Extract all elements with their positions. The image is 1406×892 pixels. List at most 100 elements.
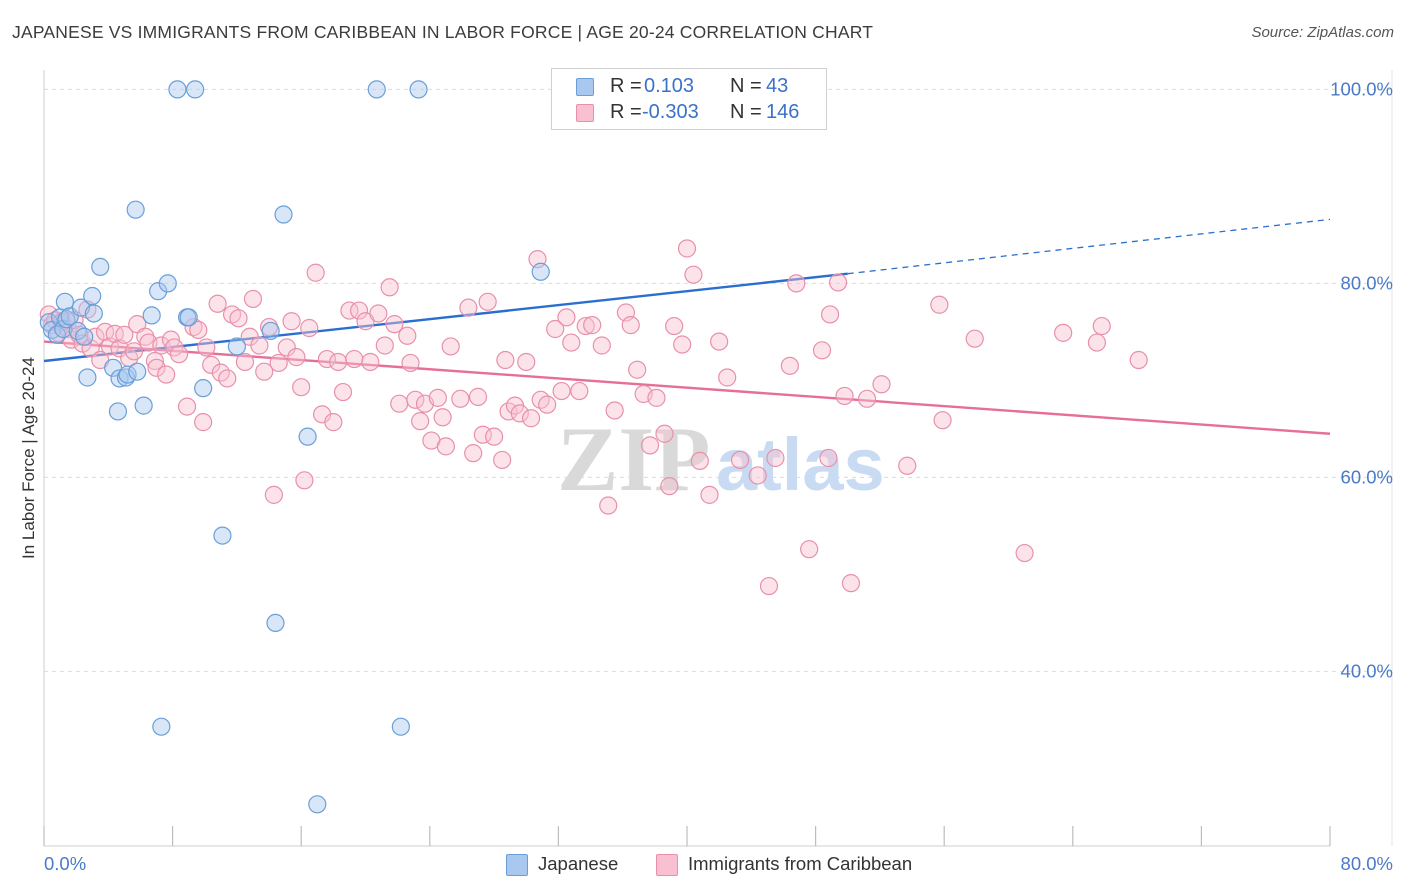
point-caribbean [255, 362, 274, 381]
point-caribbean [496, 350, 515, 370]
point-japanese [367, 80, 386, 99]
point-caribbean [557, 308, 576, 327]
point-japanese [142, 306, 161, 325]
point-caribbean [202, 355, 221, 374]
x-tick-label: 0.0% [44, 853, 86, 874]
point-japanese [108, 402, 128, 421]
axes [43, 70, 1331, 847]
point-caribbean [243, 289, 263, 309]
point-caribbean [385, 315, 404, 334]
point-caribbean [898, 456, 917, 475]
point-caribbean [390, 394, 409, 413]
point-caribbean [345, 349, 364, 369]
watermark: ZIP atlas [557, 408, 885, 510]
point-caribbean [375, 336, 394, 355]
watermark-atlas: atlas [716, 423, 885, 506]
legend-swatch-caribbean [656, 854, 678, 876]
point-caribbean [184, 317, 203, 337]
point-caribbean [459, 298, 478, 317]
point-caribbean [269, 353, 288, 373]
point-caribbean [398, 326, 417, 345]
point-caribbean [136, 327, 155, 346]
point-caribbean [1054, 323, 1073, 342]
point-caribbean [766, 448, 785, 468]
point-caribbean [81, 339, 100, 358]
point-caribbean [748, 466, 767, 485]
point-caribbean [546, 319, 565, 339]
point-caribbean [145, 351, 165, 371]
point-caribbean [177, 397, 197, 416]
point-caribbean [800, 540, 819, 559]
point-caribbean [250, 336, 269, 355]
y-tick-label: 80.0% [1341, 272, 1393, 293]
point-caribbean [1015, 543, 1034, 563]
point-caribbean [329, 352, 348, 372]
point-caribbean [401, 353, 420, 373]
point-japanese [308, 795, 327, 814]
point-caribbean [599, 496, 618, 515]
point-caribbean [306, 263, 325, 282]
point-caribbean [521, 409, 541, 428]
point-caribbean [583, 316, 602, 335]
y-axis-label: In Labor Force | Age 20-24 [19, 357, 38, 559]
point-japanese [274, 205, 293, 224]
point-caribbean [295, 471, 314, 490]
stats-n-value: 43 [766, 75, 789, 97]
point-caribbean [538, 395, 557, 414]
stats-r-label: R = [610, 75, 642, 97]
point-caribbean [197, 338, 216, 357]
stats-r-label: R = [610, 101, 642, 123]
point-japanese [149, 282, 168, 301]
point-caribbean [829, 273, 848, 292]
point-caribbean [965, 329, 984, 348]
point-caribbean [730, 450, 750, 470]
point-caribbean [1087, 333, 1107, 352]
point-caribbean [189, 320, 208, 340]
point-caribbean [872, 375, 891, 394]
point-japanese [57, 310, 76, 329]
point-japanese [158, 274, 177, 293]
point-japanese [186, 80, 205, 99]
point-caribbean [468, 387, 488, 406]
point-caribbean [517, 352, 536, 372]
point-caribbean [780, 356, 799, 375]
point-japanese [134, 396, 153, 415]
point-caribbean [562, 333, 581, 352]
point-japanese [126, 200, 145, 219]
point-caribbean [229, 309, 248, 328]
point-caribbean [105, 324, 124, 343]
point-japanese [531, 262, 550, 281]
stats-r-value: 0.103 [644, 75, 695, 97]
stats-box: R = 0.103 N = 43 R = -0.303 N = 146 [551, 68, 827, 130]
point-caribbean [157, 365, 176, 384]
trend-line-caribbean [43, 340, 1331, 435]
stats-n-label: N = [730, 101, 762, 123]
point-japanese [194, 379, 213, 398]
point-caribbean [340, 301, 359, 320]
point-caribbean [473, 425, 492, 444]
point-japanese [409, 80, 428, 99]
point-caribbean [208, 294, 227, 313]
point-caribbean [287, 348, 306, 367]
point-caribbean [380, 278, 399, 297]
point-caribbean [677, 239, 697, 258]
point-caribbean [194, 413, 213, 432]
stats-row-japanese: R = 0.103 N = 43 [552, 75, 826, 101]
point-caribbean [640, 436, 660, 455]
y-tick-label: 60.0% [1341, 466, 1393, 487]
point-caribbean [1092, 316, 1111, 336]
point-japanese [261, 321, 280, 341]
point-caribbean [673, 335, 692, 354]
point-japanese [168, 80, 187, 99]
point-caribbean [841, 574, 861, 593]
stats-n-value: 146 [766, 101, 800, 123]
point-caribbean [759, 576, 779, 596]
point-japanese [55, 292, 74, 311]
point-japanese [78, 368, 97, 387]
point-caribbean [317, 349, 337, 369]
trend-line-japanese-extension [847, 218, 1331, 275]
stats-swatch-caribbean [576, 104, 594, 122]
stats-swatch-japanese [576, 78, 594, 96]
point-caribbean [628, 360, 647, 379]
point-caribbean [835, 386, 854, 406]
